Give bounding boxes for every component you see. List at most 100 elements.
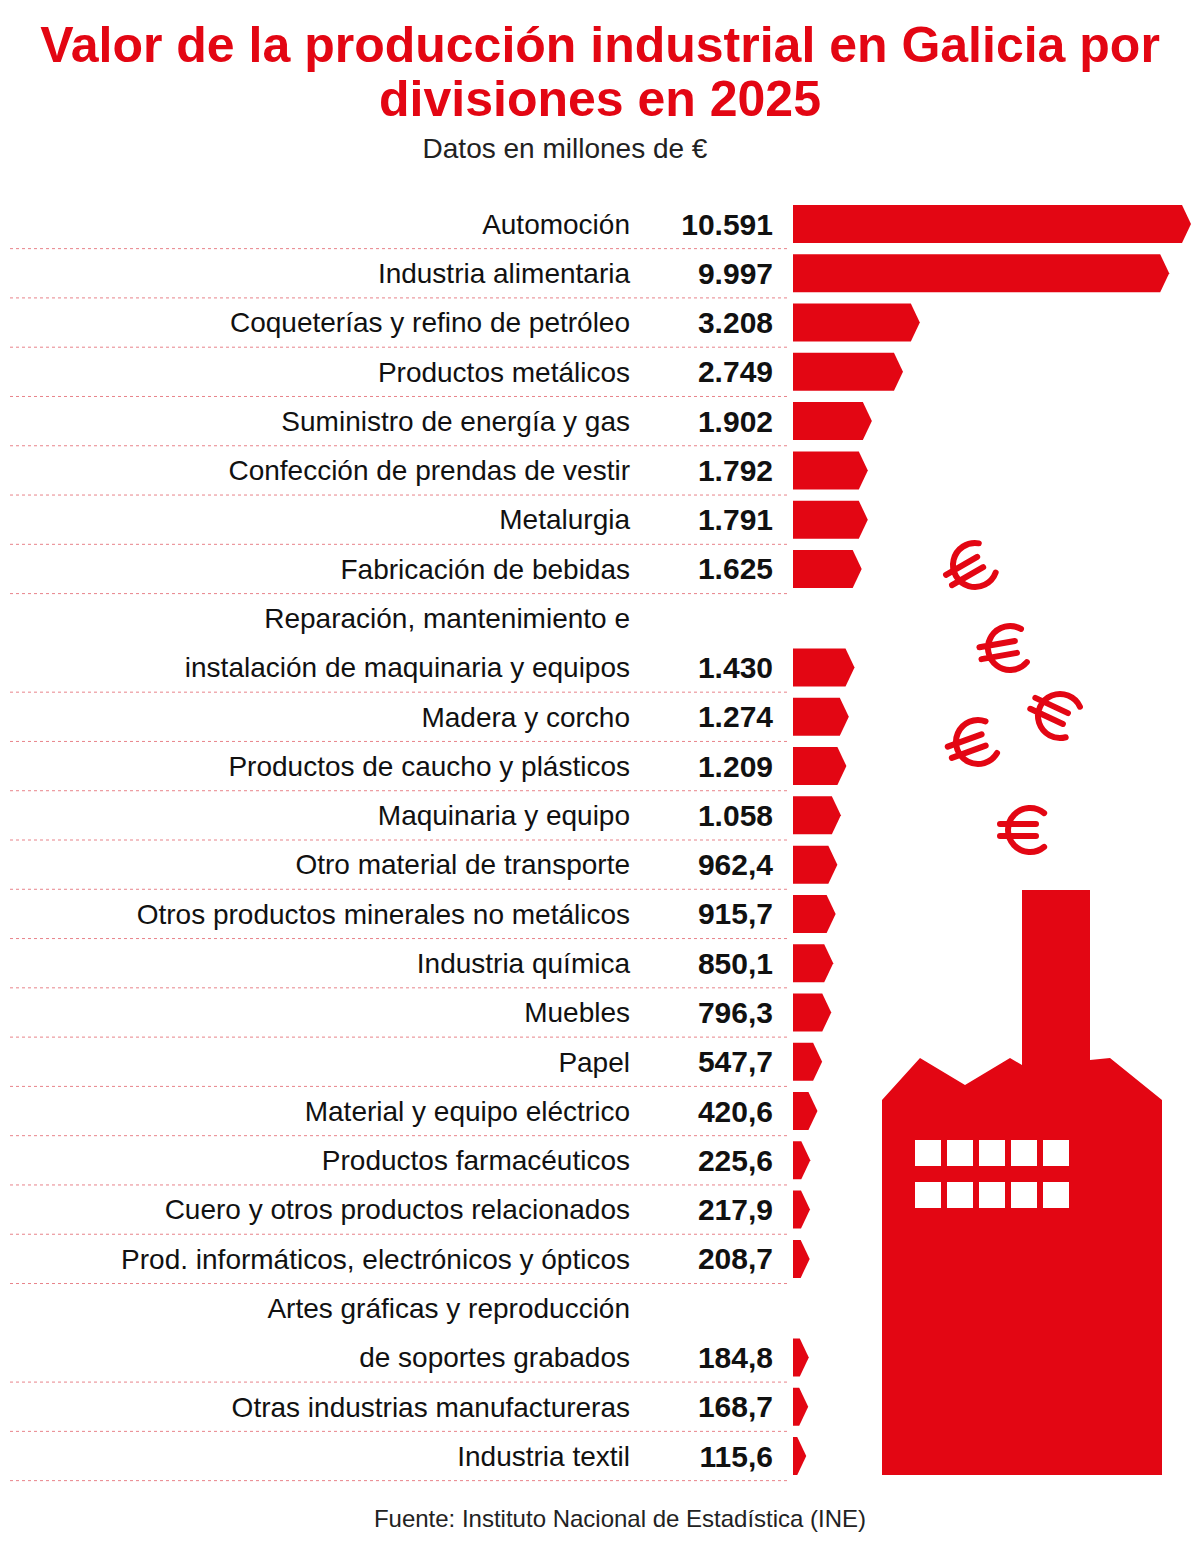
category-label-line: Otros productos minerales no metálicos [137, 899, 630, 930]
factory-illustration [882, 539, 1162, 1475]
data-label: 1.274 [698, 700, 773, 733]
factory [882, 890, 1162, 1475]
category-label-line: Fabricación de bebidas [340, 554, 630, 585]
euro-symbol [1024, 683, 1083, 742]
data-label: 2.749 [698, 355, 773, 388]
euro-symbol [942, 716, 999, 772]
category-labels: Automoción Industria alimentaria Coqueterí… [121, 209, 630, 1472]
row-separator [10, 692, 790, 693]
row-separator [10, 987, 790, 988]
category-label-line: de soportes grabados [359, 1342, 630, 1373]
data-label: 796,3 [698, 996, 773, 1029]
factory-window [979, 1182, 1005, 1208]
category-label: Otras industrias manufactureras [232, 1392, 630, 1423]
row-separator [10, 544, 790, 545]
row-separator [10, 1283, 790, 1284]
category-label: Productos de caucho y plásticos [228, 751, 630, 782]
category-label: Confección de prendas de vestir [228, 455, 630, 486]
bar [793, 501, 868, 539]
bar [793, 698, 849, 736]
category-label-line: Otro material de transporte [295, 849, 630, 880]
bar [793, 451, 868, 489]
data-label: 1.058 [698, 799, 773, 832]
row-separator [10, 1135, 790, 1136]
bar [793, 1437, 806, 1475]
category-label: Industria alimentaria [378, 258, 631, 289]
bar [793, 254, 1169, 292]
row-separator [10, 1234, 790, 1235]
separators [10, 249, 790, 1481]
category-label: Industria química [417, 948, 631, 979]
bar [793, 353, 903, 391]
bar [793, 402, 872, 440]
row-separator [10, 445, 790, 446]
row-separator [10, 396, 790, 397]
bars [793, 205, 1191, 1475]
category-label: Muebles [524, 997, 630, 1028]
category-label-line: instalación de maquinaria y equipos [185, 652, 630, 683]
data-label: 10.591 [681, 208, 773, 241]
category-label: Cuero y otros productos relacionados [165, 1194, 630, 1225]
data-label: 420,6 [698, 1095, 773, 1128]
euro-icon [977, 624, 1028, 675]
category-label-line: Industria química [417, 948, 631, 979]
category-label-line: Productos farmacéuticos [322, 1145, 630, 1176]
factory-window [915, 1182, 941, 1208]
bar [793, 1338, 809, 1376]
category-label: Productos metálicos [378, 357, 630, 388]
factory-window [947, 1140, 973, 1166]
data-label: 168,7 [698, 1390, 773, 1423]
euro-icon [942, 716, 999, 772]
category-label: Artes gráficas y reproducción de soportes… [267, 1293, 630, 1373]
title: Valor de la producción industrial en Gal… [40, 17, 1160, 127]
data-label: 1.430 [698, 651, 773, 684]
bar [793, 304, 920, 342]
category-label: Automoción [482, 209, 630, 240]
category-label: Metalurgia [499, 504, 630, 535]
row-separator [10, 347, 790, 348]
category-label: Prod. informáticos, electrónicos y óptic… [121, 1244, 630, 1275]
data-label: 184,8 [698, 1341, 773, 1374]
bar [793, 1043, 822, 1081]
row-separator [10, 1184, 790, 1185]
category-label-line: Productos metálicos [378, 357, 630, 388]
category-label-line: Artes gráficas y reproducción [267, 1293, 630, 1324]
data-label: 225,6 [698, 1144, 773, 1177]
data-labels: 10.5919.9973.2082.7491.9021.7921.7911.62… [681, 208, 773, 1473]
category-label-line: Industria textil [457, 1441, 630, 1472]
row-separator [10, 790, 790, 791]
category-label-line: Papel [558, 1047, 630, 1078]
row-separator [10, 495, 790, 496]
bar [793, 993, 831, 1031]
category-label-line: Metalurgia [499, 504, 630, 535]
row-separator [10, 1037, 790, 1038]
category-label: Reparación, mantenimiento e instalación d… [185, 603, 630, 683]
row-separator [10, 938, 790, 939]
factory-window [947, 1182, 973, 1208]
category-label-line: Reparación, mantenimiento e [264, 603, 630, 634]
euro-symbol [938, 539, 998, 599]
factory-window [1011, 1140, 1037, 1166]
title-line: divisiones en 2025 [379, 71, 821, 127]
data-label: 1.902 [698, 405, 773, 438]
bar [793, 895, 836, 933]
factory-window [915, 1140, 941, 1166]
data-label: 208,7 [698, 1242, 773, 1275]
data-label: 547,7 [698, 1045, 773, 1078]
bar [793, 550, 862, 588]
euro-icon [1024, 683, 1083, 742]
category-label: Suministro de energía y gas [281, 406, 630, 437]
row-separator [10, 1431, 790, 1432]
euro-symbol [1000, 808, 1044, 852]
category-label: Material y equipo eléctrico [305, 1096, 630, 1127]
row-separator [10, 1086, 790, 1087]
row-separator [10, 248, 790, 249]
data-label: 9.997 [698, 257, 773, 290]
category-label-line: Coqueterías y refino de petróleo [230, 307, 630, 338]
category-label-line: Industria alimentaria [378, 258, 631, 289]
category-label: Madera y corcho [421, 702, 630, 733]
category-label: Maquinaria y equipo [378, 800, 630, 831]
category-label-line: Suministro de energía y gas [281, 406, 630, 437]
bar [793, 1092, 817, 1130]
factory-window [1043, 1140, 1069, 1166]
